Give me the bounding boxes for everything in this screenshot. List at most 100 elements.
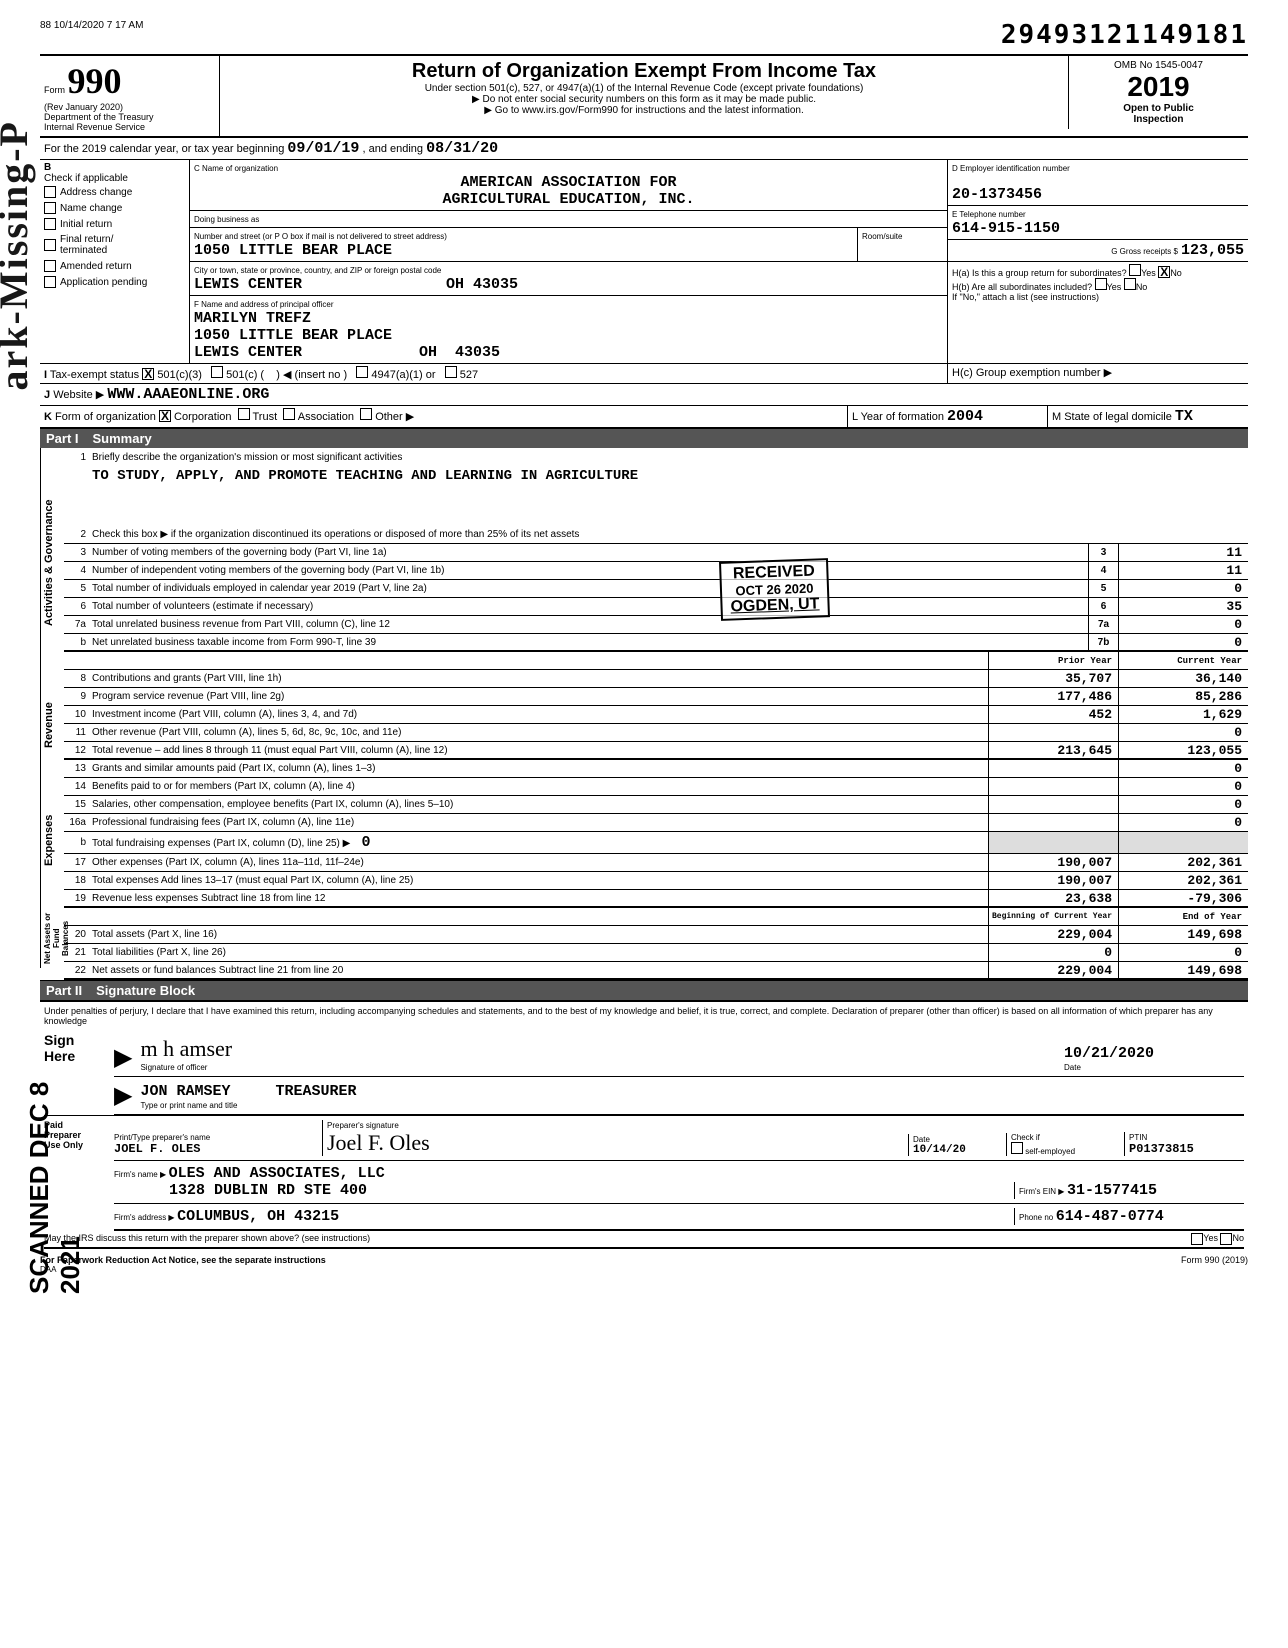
part1-lines: 1Briefly describe the organization's mis…: [64, 448, 1248, 980]
daa-mark: DAA: [40, 1265, 1248, 1274]
website-label: Website ▶: [53, 389, 104, 401]
tax-year-row: For the 2019 calendar year, or tax year …: [40, 138, 1248, 160]
c20: 149,698: [1118, 926, 1248, 943]
block-c: C Name of organization AMERICAN ASSOCIAT…: [190, 160, 948, 363]
print-timestamp: 88 10/14/2020 7 17 AM: [40, 20, 143, 50]
chk-527[interactable]: [445, 366, 457, 378]
hb-no: No: [1136, 282, 1148, 292]
hb-yes: Yes: [1107, 282, 1122, 292]
l5-text: Total number of individuals employed in …: [92, 581, 1088, 596]
firm-addr: 1328 DUBLIN RD STE 400: [169, 1182, 367, 1199]
l21: Total liabilities (Part X, line 26): [92, 945, 988, 960]
l2-text: Check this box ▶ if the organization dis…: [92, 527, 1248, 542]
form-center-col: Return of Organization Exempt From Incom…: [220, 56, 1068, 120]
firm-addr-label: Firm's address ▶: [114, 1213, 175, 1222]
chk-addr-change[interactable]: [44, 186, 56, 198]
end-head: End of Year: [1118, 908, 1248, 925]
h-note: If "No," attach a list (see instructions…: [952, 292, 1244, 302]
form-title-block: Form 990 (Rev January 2020) Department o…: [40, 54, 1248, 138]
l12: Total revenue – add lines 8 through 11 (…: [92, 743, 988, 758]
period-begin: 09/01/19: [287, 140, 359, 157]
signature-block: Under penalties of perjury, I declare th…: [40, 1000, 1248, 1253]
chk-assoc[interactable]: [283, 408, 295, 420]
tel-label: E Telephone number: [952, 210, 1026, 219]
hb-no-box[interactable]: [1124, 278, 1136, 290]
firm-city: COLUMBUS, OH 43215: [177, 1208, 339, 1225]
chk-corp[interactable]: X: [159, 410, 171, 422]
l19: Revenue less expenses Subtract line 18 f…: [92, 891, 988, 906]
p12: 213,645: [988, 742, 1118, 758]
form-number: 990: [68, 61, 122, 101]
firm-ein: 31-1577415: [1067, 1182, 1157, 1199]
p13: [988, 760, 1118, 777]
part2-title: Signature Block: [96, 983, 195, 998]
gross-value: 123,055: [1181, 242, 1244, 259]
chk-final[interactable]: [44, 239, 56, 251]
l8: Contributions and grants (Part VIII, lin…: [92, 671, 988, 686]
other-label: Other ▶: [375, 411, 414, 423]
prep-date-label: Date: [913, 1135, 930, 1144]
form-org-label: Form of organization: [55, 411, 156, 423]
ptin-label: PTIN: [1129, 1133, 1147, 1142]
p18: 190,007: [988, 872, 1118, 889]
form-note2: ▶ Go to www.irs.gov/Form990 for instruct…: [228, 105, 1060, 116]
ha-yes: Yes: [1141, 268, 1156, 278]
sig-arrow2-icon: ▶: [114, 1081, 132, 1110]
l6-text: Total number of volunteers (estimate if …: [92, 599, 1088, 614]
officer-city: LEWIS CENTER OH 43035: [194, 344, 500, 361]
date-label: Date: [1064, 1063, 1081, 1072]
chk-amended[interactable]: [44, 260, 56, 272]
chk-trust[interactable]: [238, 408, 250, 420]
part1-num: Part I: [46, 431, 79, 446]
prep-signature: Joel F. Oles: [327, 1130, 430, 1155]
yof-value: 2004: [947, 408, 983, 425]
row-k: K Form of organization X Corporation Tru…: [40, 406, 1248, 429]
chk-initial[interactable]: [44, 218, 56, 230]
sig-date: 10/21/2020: [1064, 1045, 1154, 1062]
c16a: 0: [1118, 814, 1248, 831]
p14: [988, 778, 1118, 795]
yof-label: L Year of formation: [852, 411, 944, 423]
p20: 229,004: [988, 926, 1118, 943]
v4: 11: [1118, 562, 1248, 579]
l16a: Professional fundraising fees (Part IX, …: [92, 815, 988, 830]
perjury-text: Under penalties of perjury, I declare th…: [44, 1006, 1244, 1026]
prep-date: 10/14/20: [913, 1144, 966, 1156]
chk-pending[interactable]: [44, 276, 56, 288]
ha-yes-box[interactable]: [1129, 264, 1141, 276]
discuss-no-box[interactable]: [1220, 1233, 1232, 1245]
chk-other[interactable]: [360, 408, 372, 420]
v3: 11: [1118, 544, 1248, 561]
hb-yes-box[interactable]: [1095, 278, 1107, 290]
type-label: Type or print name and title: [140, 1101, 237, 1110]
period-end: 08/31/20: [426, 140, 498, 157]
chk-self-emp[interactable]: [1011, 1142, 1023, 1154]
domicile-value: TX: [1175, 408, 1193, 425]
v6: 35: [1118, 598, 1248, 615]
c15: 0: [1118, 796, 1248, 813]
chk-501c3[interactable]: X: [142, 368, 154, 380]
chk-501c[interactable]: [211, 366, 223, 378]
check-if-label: Check if applicable: [44, 173, 185, 184]
beg-head: Beginning of Current Year: [988, 908, 1118, 925]
ha-no-box[interactable]: X: [1158, 266, 1170, 278]
chk-name-change[interactable]: [44, 202, 56, 214]
form-rev: (Rev January 2020): [44, 102, 215, 112]
ptin-value: P01373815: [1129, 1142, 1194, 1156]
l4-text: Number of independent voting members of …: [92, 563, 1088, 578]
received-stamp: RECEIVED OCT 26 2020 OGDEN, UT: [719, 558, 830, 621]
form-right-col: OMB No 1545-0047 2019 Open to Public Ins…: [1068, 56, 1248, 129]
tel-value: 614-915-1150: [952, 220, 1060, 237]
discuss-yes-box[interactable]: [1191, 1233, 1203, 1245]
prep-sig-label: Preparer's signature: [327, 1121, 399, 1130]
l1-text: Briefly describe the organization's miss…: [92, 450, 1248, 465]
chk-4947[interactable]: [356, 366, 368, 378]
omb-number: OMB No 1545-0047: [1073, 60, 1244, 71]
l14: Benefits paid to or for members (Part IX…: [92, 779, 988, 794]
part1-header: Part I Summary: [40, 429, 1248, 448]
officer-name: MARILYN TREFZ: [194, 310, 311, 327]
firm-name: OLES AND ASSOCIATES, LLC: [169, 1165, 385, 1182]
ha-label: H(a) Is this a group return for subordin…: [952, 268, 1127, 278]
c9: 85,286: [1118, 688, 1248, 705]
org-info-block: B Check if applicable Address change Nam…: [40, 160, 1248, 364]
